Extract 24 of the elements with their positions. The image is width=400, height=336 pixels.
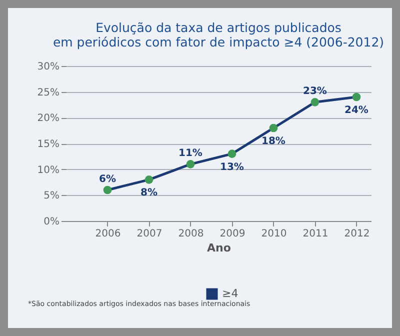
y-tick-label: 15% [37, 139, 60, 150]
x-tick-label: 2008 [178, 228, 204, 240]
data-label: 24% [344, 105, 368, 116]
y-tick-label: 10% [37, 164, 60, 176]
x-tick-label: 2007 [136, 228, 162, 240]
x-tick-label: 2010 [261, 228, 287, 240]
x-axis-title: Ano [207, 242, 232, 254]
data-label: 6% [99, 174, 116, 185]
data-label: 13% [220, 162, 244, 173]
data-label: 8% [140, 188, 158, 199]
y-tick-label: 20% [37, 113, 60, 124]
data-label: 23% [303, 86, 327, 98]
x-tick-label: 2009 [220, 228, 246, 240]
x-tick-label: 2006 [95, 228, 121, 240]
legend-label: ≥4 [222, 287, 238, 300]
data-label: 18% [262, 136, 286, 147]
data-label: 11% [178, 148, 202, 160]
x-tick-label: 2011 [302, 228, 328, 240]
y-tick-label: 30% [37, 62, 60, 72]
y-tick-label: 5% [44, 190, 60, 202]
x-tick-label: 2012 [344, 228, 370, 240]
chart-title: Evolução da taxa de artigos publicados em periódicos com fator de impacto ≥4 (2006-2012) [52, 20, 384, 50]
y-tick-label: 25% [37, 87, 60, 98]
y-tick-label: 0% [44, 216, 60, 228]
